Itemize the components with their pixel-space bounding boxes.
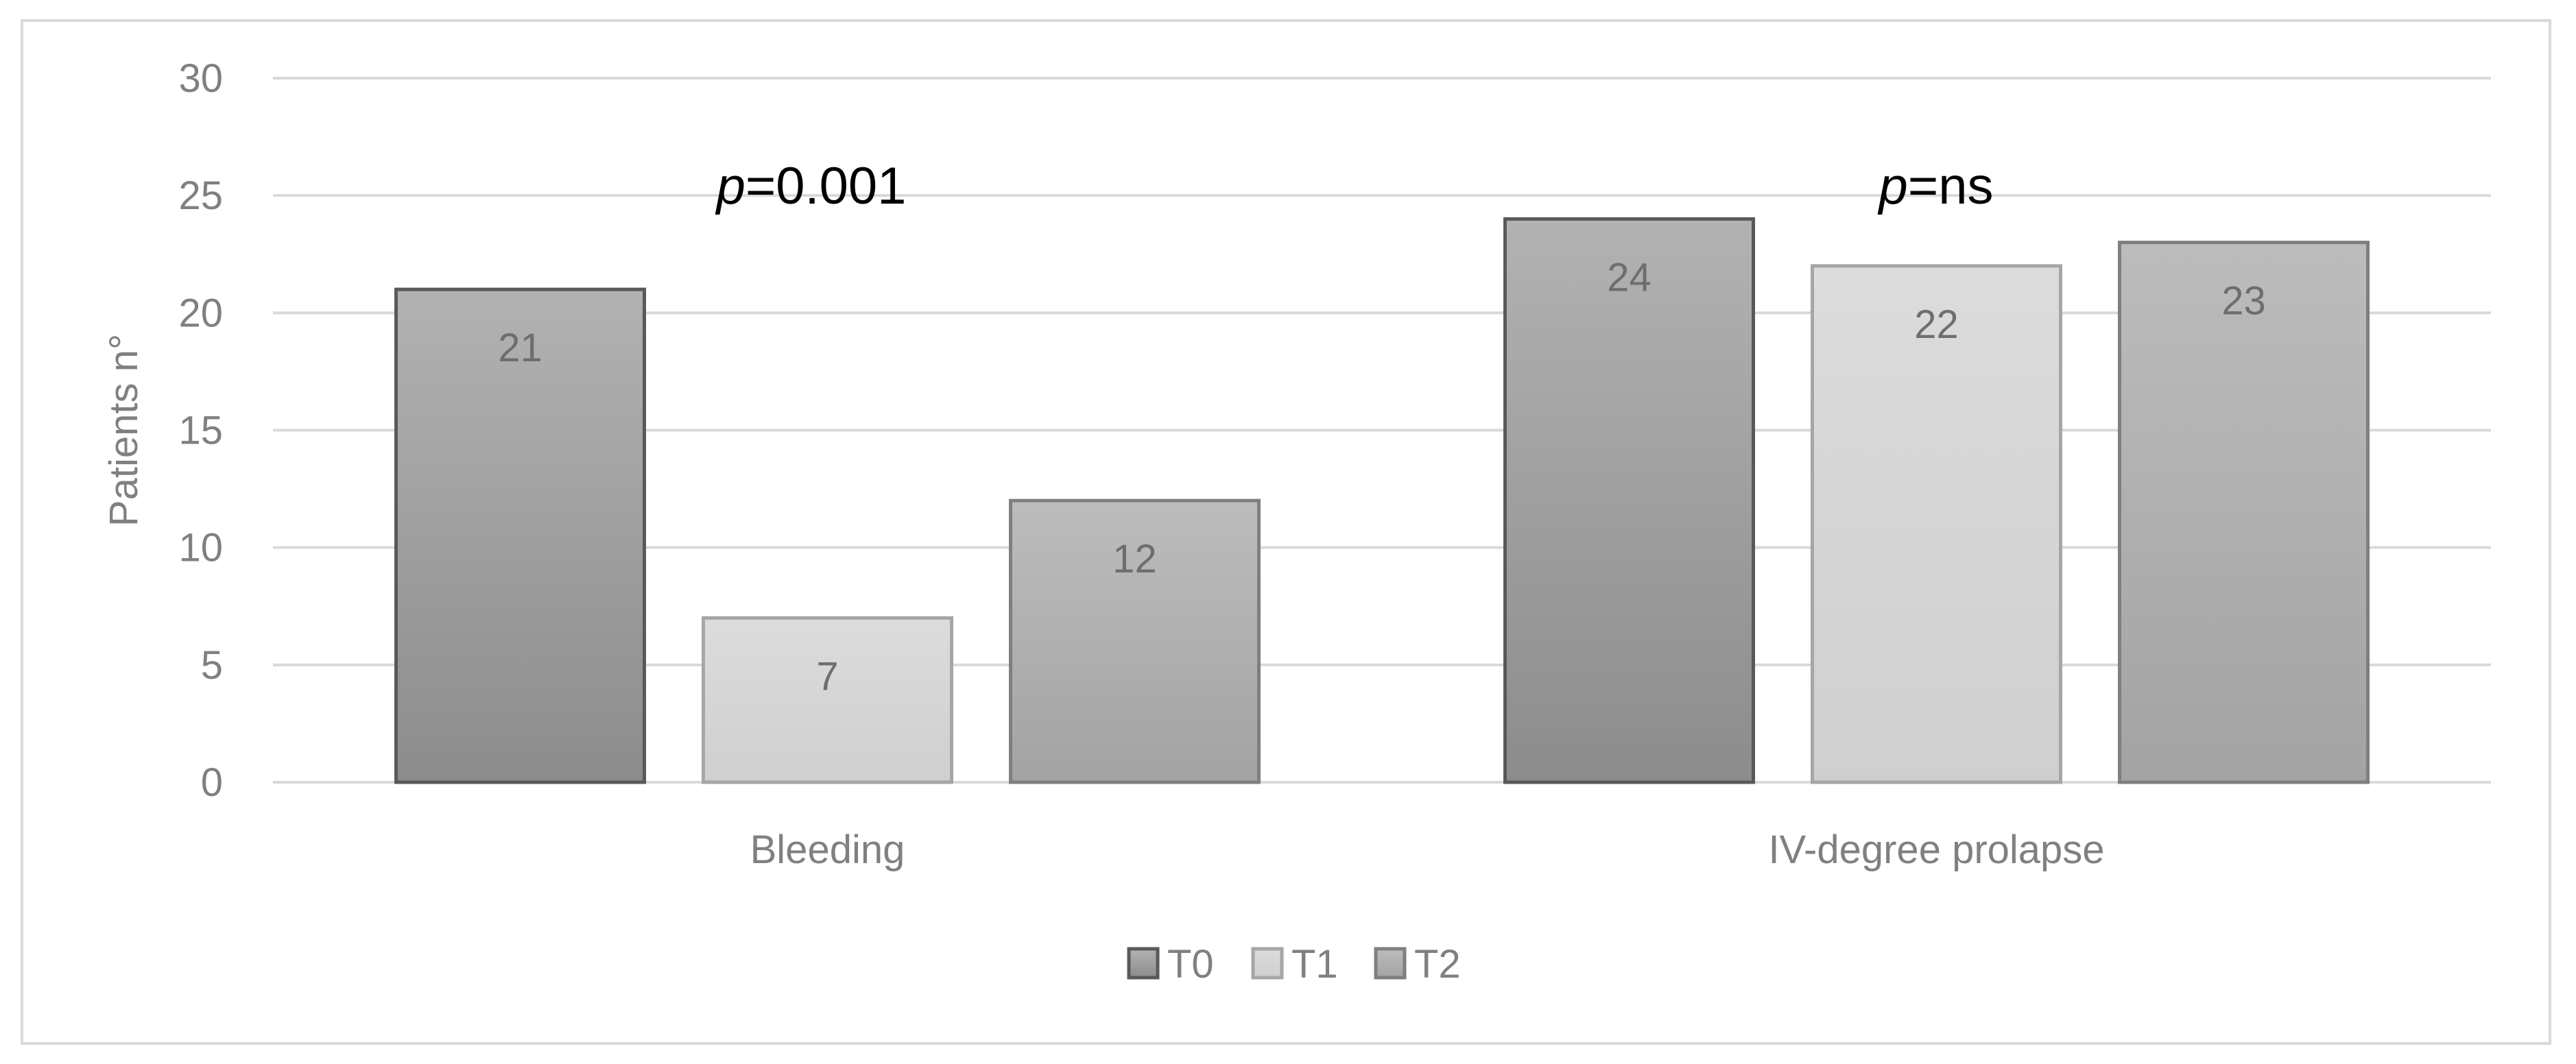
- category-label: IV-degree prolapse: [1768, 827, 2104, 872]
- legend-label: T0: [1167, 942, 1214, 987]
- data-label: 7: [816, 654, 838, 699]
- annotations: p=0.001 p=ns: [715, 157, 1994, 215]
- y-axis-ticks: 0 5 10 15 20 25 30: [178, 56, 223, 805]
- y-axis-title: Patients n°: [102, 334, 146, 527]
- y-tick-label: 5: [201, 643, 223, 688]
- bar-t0-1: [1503, 217, 1755, 784]
- data-label: 24: [1607, 255, 1651, 300]
- data-label: 22: [1914, 302, 1959, 347]
- y-tick-label: 10: [178, 526, 223, 570]
- data-labels: 21 7 12 24 22 23: [498, 255, 2266, 699]
- y-tick-label: 20: [178, 291, 223, 335]
- category-labels: Bleeding IV-degree prolapse: [750, 827, 2105, 872]
- data-label: 12: [1112, 537, 1157, 581]
- legend-swatch-t0: [1127, 947, 1160, 980]
- legend-swatch-t1: [1251, 947, 1284, 980]
- legend-label: T2: [1414, 942, 1461, 987]
- y-tick-label: 15: [178, 409, 223, 453]
- data-label: 21: [498, 326, 542, 370]
- bar-t1-1: [1811, 264, 2062, 784]
- y-tick-label: 0: [201, 760, 223, 805]
- bar-t1-0: [702, 616, 953, 784]
- legend-swatch-t2: [1374, 947, 1407, 980]
- bar-t2-0: [1009, 498, 1261, 784]
- bar-t0-0: [394, 287, 646, 784]
- y-tick-label: 25: [178, 173, 223, 218]
- p-value-annotation: p=0.001: [715, 157, 907, 215]
- bar-t2-1: [2118, 241, 2370, 784]
- data-label: 23: [2221, 279, 2266, 324]
- legend-label: T1: [1291, 942, 1338, 987]
- p-value-annotation: p=ns: [1878, 157, 1994, 215]
- legend: T0 T1 T2: [1127, 942, 1461, 987]
- bars: [394, 217, 2370, 784]
- y-tick-label: 30: [178, 56, 223, 101]
- category-label: Bleeding: [750, 827, 905, 872]
